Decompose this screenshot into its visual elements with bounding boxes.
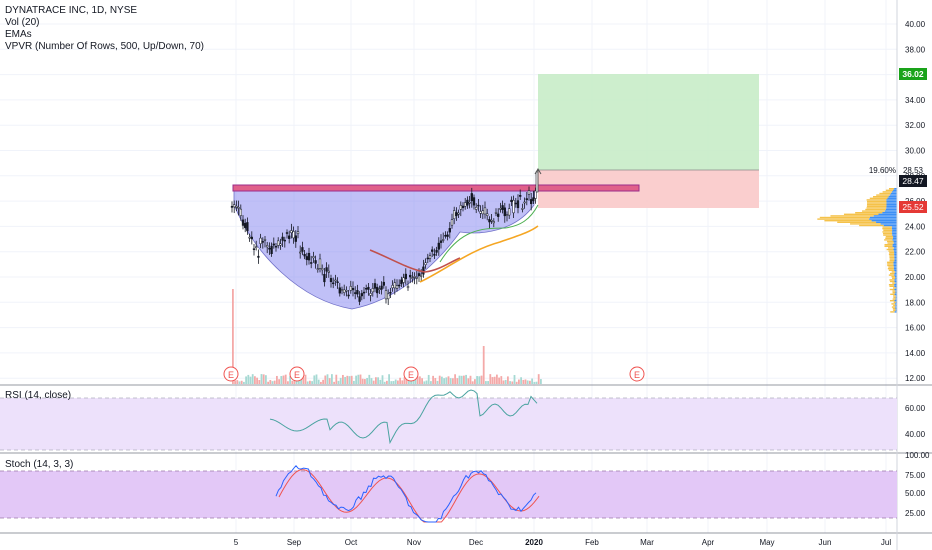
time-tick-label: 5 [234,538,239,547]
indicator-emas[interactable]: EMAs [5,29,32,40]
vpvr-profile [817,188,897,313]
time-axis[interactable]: 5 Sep Oct Nov Dec 2020 Feb Mar Apr May Jun Jul [234,538,892,547]
profit-zone[interactable] [538,74,759,170]
symbol-title[interactable]: DYNATRACE INC, 1D, NYSE [5,5,138,16]
price-tick-label: 32.00 [905,121,926,130]
time-tick-label: Jul [881,538,891,547]
last-price-badge: 28.47 [899,175,927,187]
stoch-tick-label: 50.00 [905,489,926,498]
price-tick-label: 40.00 [905,20,926,29]
chart-legend: DYNATRACE INC, 1D, NYSE Vol (20) EMAs VP… [5,5,204,53]
stoch-tick-label: 100.00 [905,451,930,460]
price-tick-label: 20.00 [905,273,926,282]
rsi-line [269,389,538,445]
time-tick-label: Feb [585,538,599,547]
stoch-tick-label: 25.00 [905,509,926,518]
breakout-arrow-head [534,168,542,175]
time-tick-label: Sep [287,538,302,547]
stoch-label[interactable]: Stoch (14, 3, 3) [5,459,74,470]
price-tick-label: 30.00 [905,147,926,156]
price-tick-label: 24.00 [905,222,926,231]
earnings-marker-aug[interactable]: E [223,366,239,382]
earnings-letter: E [294,370,300,380]
stop-price-label: 25.52 [902,202,924,212]
earnings-letter: E [228,370,234,380]
earnings-marker-oct[interactable]: E [403,366,419,382]
stop-badge: 25.52 [899,201,927,213]
rsi-tick-label: 40.00 [905,430,926,439]
target-price-label: 36.02 [902,69,924,79]
price-tick-label: 16.00 [905,324,926,333]
price-pane[interactable]: E E E E [223,74,897,384]
entry-marker: 19.60% 28.53 [869,166,924,175]
earnings-markers: E E E E [223,366,645,382]
rsi-pane[interactable] [0,389,897,451]
indicator-vol[interactable]: Vol (20) [5,17,40,28]
time-tick-label: Mar [640,538,654,547]
stoch-pane[interactable] [0,465,897,523]
rsi-tick-label: 60.00 [905,404,926,413]
price-tick-label: 12.00 [905,374,926,383]
percent-change-label: 19.60% [869,166,896,175]
stoch-d-line [278,469,540,523]
time-tick-label: Oct [345,538,358,547]
rsi-axis[interactable]: 60.00 40.00 [905,404,926,439]
earnings-marker-sep[interactable]: E [289,366,305,382]
price-candles [230,171,539,306]
ema-green-line [439,204,539,263]
time-tick-label: Apr [702,538,715,547]
time-tick-label: May [759,538,774,547]
time-tick-label: Nov [407,538,421,547]
price-tick-label: 38.00 [905,45,926,54]
time-tick-label: Jun [819,538,832,547]
price-tick-label: 18.00 [905,298,926,307]
resistance-box[interactable] [232,184,640,192]
earnings-letter: E [634,370,640,380]
ema-orange-line [419,225,539,283]
indicator-vpvr[interactable]: VPVR (Number Of Rows, 500, Up/Down, 70) [5,41,204,52]
time-tick-label: Dec [469,538,483,547]
price-tick-label: 34.00 [905,96,926,105]
ema-red-line [369,249,461,273]
price-tick-label: 14.00 [905,349,926,358]
price-tick-label: 22.00 [905,248,926,257]
cup-pattern[interactable] [233,189,535,310]
rsi-label[interactable]: RSI (14, close) [5,390,72,401]
entry-price-label: 28.53 [903,166,924,175]
stoch-band [0,471,897,518]
stoch-tick-label: 75.00 [905,471,926,480]
earnings-marker-feb[interactable]: E [629,366,645,382]
target-badge: 36.02 [899,68,927,80]
volume-bars [232,289,542,384]
rsi-band [0,398,897,450]
earnings-letter: E [408,370,414,380]
stoch-axis[interactable]: 100.00 75.00 50.00 25.00 [905,451,930,518]
last-price-label: 28.47 [902,176,924,186]
stoch-k-line [275,465,537,523]
time-tick-label: 2020 [525,538,543,547]
